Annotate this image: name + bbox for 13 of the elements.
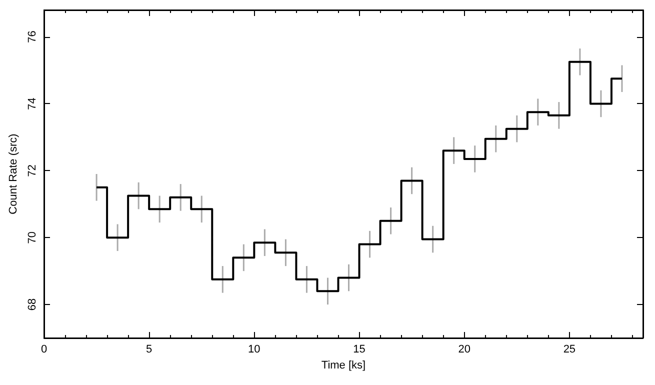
x-axis-title: Time [ks] bbox=[321, 360, 366, 372]
x-tick-label: 15 bbox=[353, 344, 366, 356]
y-tick-label: 74 bbox=[26, 98, 38, 110]
x-tick-label: 10 bbox=[248, 344, 260, 356]
y-tick-label: 72 bbox=[26, 164, 38, 177]
y-axis-title: Count Rate (src) bbox=[8, 134, 20, 214]
y-tick-label: 68 bbox=[26, 298, 38, 311]
x-tick-label: 0 bbox=[40, 344, 48, 356]
y-tick-label: 70 bbox=[26, 231, 38, 244]
y-tick-label: 76 bbox=[26, 30, 38, 43]
x-tick-label: 25 bbox=[563, 344, 576, 356]
x-tick-label: 20 bbox=[458, 344, 470, 356]
x-tick-label: 5 bbox=[146, 344, 152, 356]
